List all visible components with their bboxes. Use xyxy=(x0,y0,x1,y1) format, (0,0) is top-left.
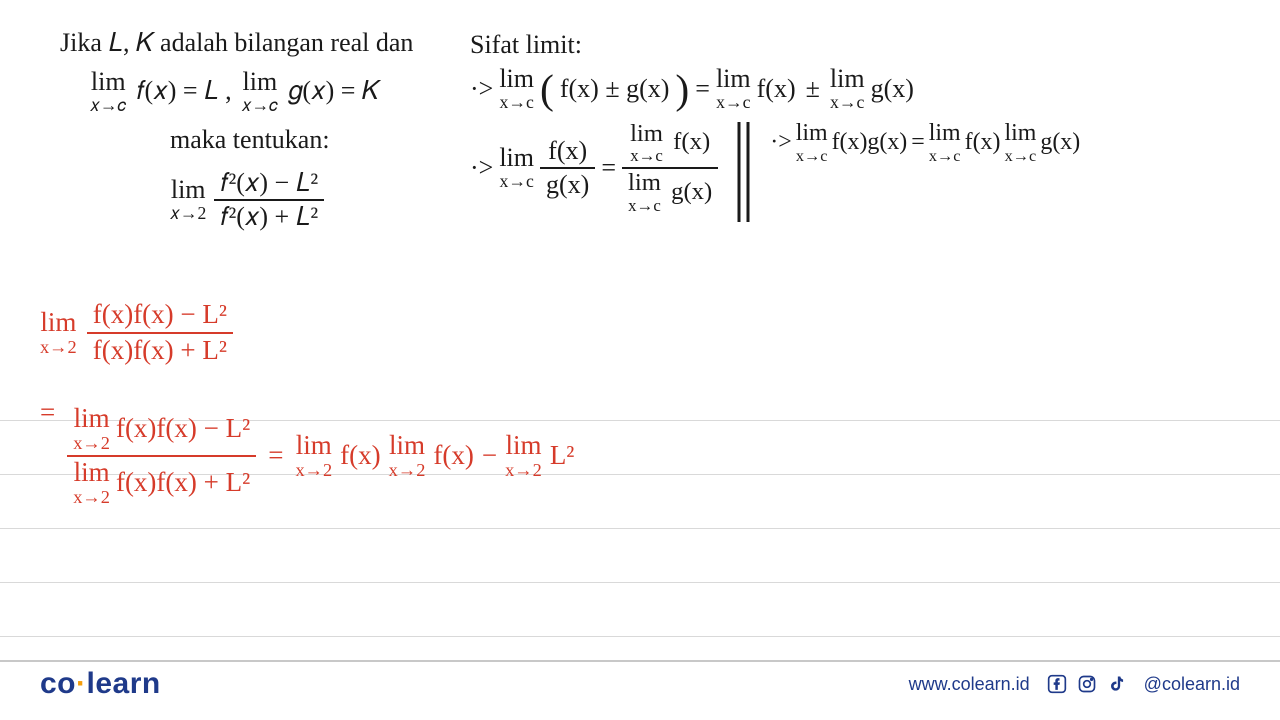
footer-url: www.colearn.id xyxy=(909,674,1030,695)
lim-fx: lim 𝑥→𝑐 xyxy=(90,69,126,115)
tiktok-icon xyxy=(1106,673,1128,695)
problem-maka: maka tentukan: xyxy=(60,125,480,155)
step2-fraction: limx→2 f(x)f(x) − L² limx→2 f(x)f(x) + L… xyxy=(67,405,256,506)
worked-solution: limx→2 f(x)f(x) − L² f(x)f(x) + L² = lim… xyxy=(40,300,574,506)
main-fraction: 𝑓²(𝑥) − 𝐿² 𝑓²(𝑥) + 𝐿² xyxy=(214,169,324,232)
problem-line1: Jika 𝐿, 𝐾 adalah bilangan real dan xyxy=(60,28,480,59)
sifat-limit-notes: Sifat limit: ·> limx→c ( f(x) ± g(x) ) =… xyxy=(470,30,1080,229)
colearn-logo: co·learn xyxy=(40,667,161,701)
social-icons xyxy=(1046,673,1128,695)
sifat-title: Sifat limit: xyxy=(470,30,1080,60)
facebook-icon xyxy=(1046,673,1068,695)
problem-statement: Jika 𝐿, 𝐾 adalah bilangan real dan lim 𝑥… xyxy=(60,28,480,232)
divider-bars xyxy=(734,122,754,229)
logo-dot-icon: · xyxy=(76,667,87,700)
lim-main: lim 𝑥→2 xyxy=(170,177,206,223)
instagram-icon xyxy=(1076,673,1098,695)
footer-bar: co·learn www.colearn.id @colearn.id xyxy=(0,660,1280,720)
footer-handle: @colearn.id xyxy=(1144,674,1240,695)
lim-gx: lim 𝑥→𝑐 xyxy=(242,69,278,115)
